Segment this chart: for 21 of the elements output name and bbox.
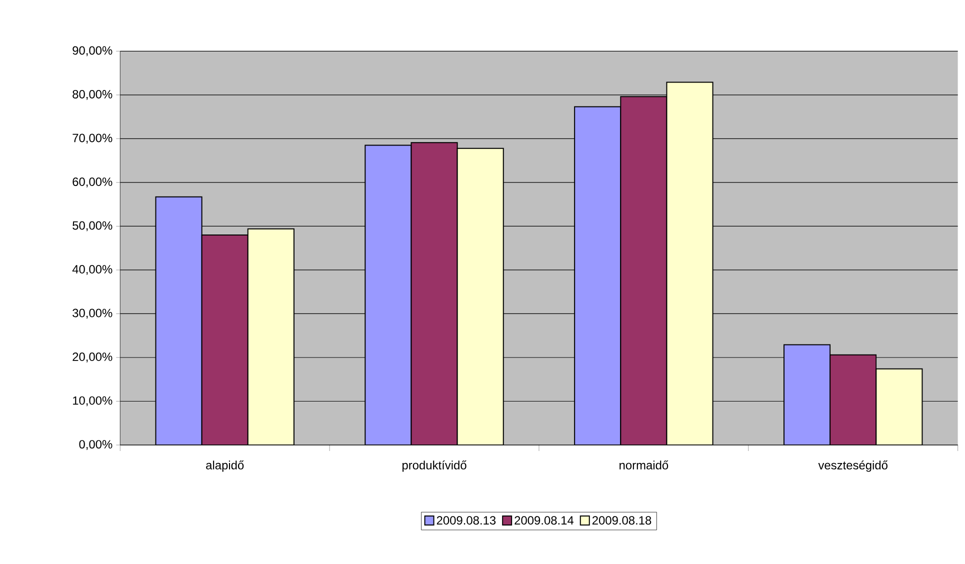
y-tick-label: 20,00% [72, 352, 112, 362]
y-tick-label: 90,00% [72, 46, 112, 56]
y-tick-label: 40,00% [72, 264, 112, 275]
legend-label: 2009.08.14 [514, 516, 574, 525]
legend-label: 2009.08.18 [592, 516, 652, 525]
bar [666, 82, 714, 445]
x-tick-label: produktívidő [402, 460, 466, 472]
y-tick-label: 50,00% [72, 221, 112, 232]
bar [876, 368, 923, 445]
legend-label: 2009.08.13 [436, 516, 496, 525]
x-tick-label: veszteségidő [818, 460, 888, 472]
y-tick-label: 0,00% [79, 440, 112, 450]
bar [456, 148, 504, 445]
y-tick-label: 10,00% [73, 396, 112, 406]
y-tick-label: 30,00% [72, 308, 112, 319]
x-tick-label: normaidő [620, 460, 668, 470]
y-tick-label: 70,00% [72, 134, 112, 144]
x-tick-label: alapidő [206, 460, 244, 472]
y-tick-label: 60,00% [72, 177, 112, 188]
y-tick-label: 80,00% [72, 90, 112, 100]
bar [247, 228, 294, 445]
